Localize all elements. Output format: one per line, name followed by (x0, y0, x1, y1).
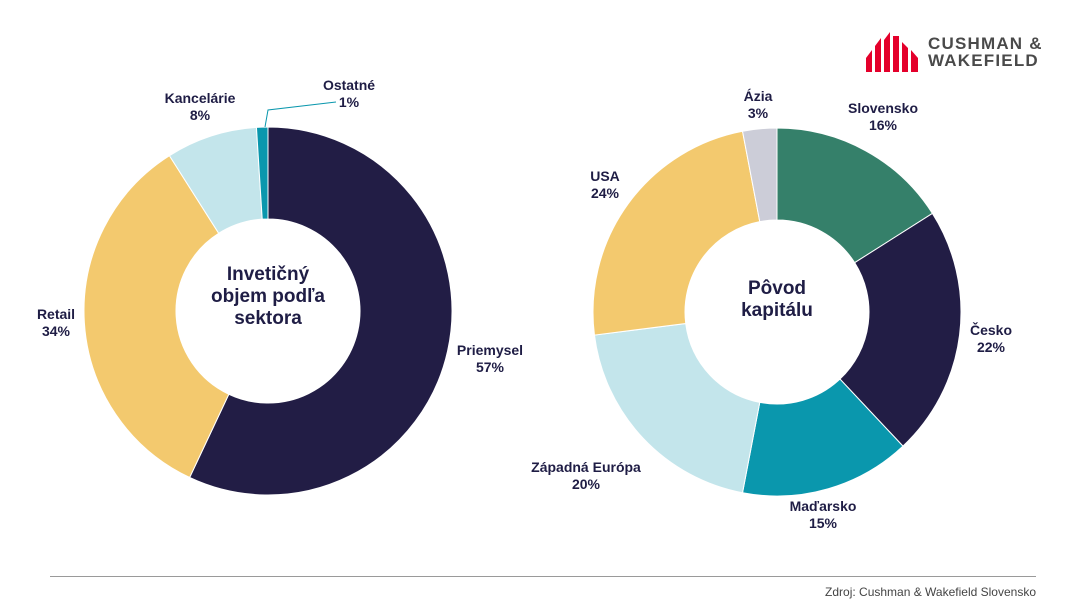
slice-slovensko (776, 127, 934, 264)
label-usa: USA 24% (590, 168, 620, 201)
label-zapadna-europa: Západná Európa 20% (531, 459, 641, 492)
donut-center-title: Invetičný objem podľa sektora (211, 264, 325, 329)
source-note: Zdroj: Cushman & Wakefield Slovensko (825, 585, 1036, 599)
footer-divider (50, 576, 1036, 577)
logo-wordmark: CUSHMAN & WAKEFIELD (928, 35, 1043, 69)
label-cesko: Česko 22% (970, 321, 1012, 355)
donut-center-title: Pôvod kapitálu (741, 278, 813, 321)
slice-zapadna-europa (593, 322, 761, 494)
donut-chart-1: Priemysel 57% Retail 34% Kancelárie 8% Ostatné… (37, 77, 523, 496)
slice-retail (83, 154, 230, 479)
slice-madarsko (741, 378, 904, 497)
logo-line-2: WAKEFIELD (928, 51, 1039, 70)
label-priemysel: Priemysel 57% (457, 342, 523, 375)
buildings-logo-icon (866, 32, 918, 72)
cushman-wakefield-logo: CUSHMAN & WAKEFIELD (866, 32, 1056, 72)
label-azia: Ázia 3% (744, 88, 773, 121)
slice-azia (741, 127, 778, 223)
slice-ostatne (255, 126, 269, 220)
label-madarsko: Maďarsko 15% (790, 498, 857, 531)
label-ostatne: Ostatné 1% (323, 77, 375, 110)
leader-line-ostatne (264, 101, 337, 128)
logo-line-1: CUSHMAN & (928, 34, 1043, 53)
slice-priemysel (188, 126, 453, 496)
slice-usa (592, 130, 761, 336)
label-kancelarie: Kancelárie 8% (165, 90, 236, 123)
slice-cesko (839, 212, 962, 447)
label-retail: Retail 34% (37, 306, 75, 339)
label-slovensko: Slovensko 16% (848, 100, 918, 133)
donut-chart-2: Slovensko 16% Česko 22% Maďarsko 15% Západná E… (531, 88, 1012, 531)
